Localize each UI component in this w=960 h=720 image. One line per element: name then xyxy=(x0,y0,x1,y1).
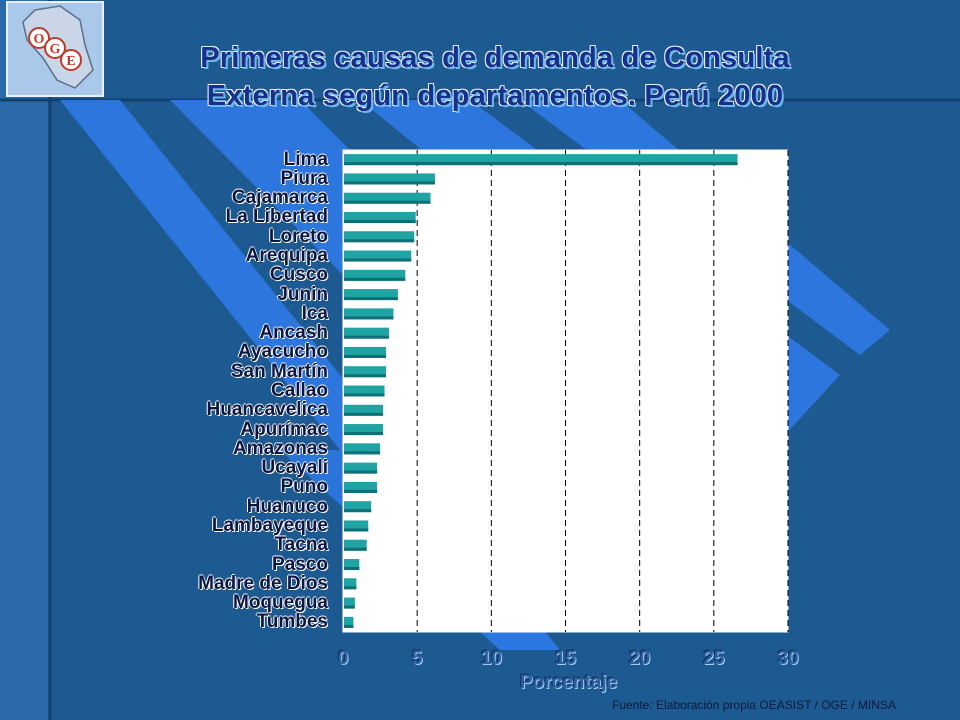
category-label: Amazonas xyxy=(232,437,328,459)
bar-shade xyxy=(344,586,357,590)
x-tick-label: 0 xyxy=(337,648,349,669)
bar-shade xyxy=(344,393,385,397)
bar-shade xyxy=(344,200,431,204)
logo-letter-e: E xyxy=(66,54,75,69)
category-label: Ancash xyxy=(259,322,328,344)
slide-title-line-2: Externa según departamentos. Perú 2000 xyxy=(206,80,784,112)
bar xyxy=(344,520,369,532)
gridlines xyxy=(416,150,789,632)
bar-shade xyxy=(344,258,412,262)
bar-shade xyxy=(344,316,394,320)
bar-shade xyxy=(344,297,398,301)
category-label: Madre de Dios xyxy=(198,572,328,594)
bar-shade xyxy=(344,239,415,243)
category-label: Callao xyxy=(270,380,328,401)
bar xyxy=(344,154,738,166)
peru-map-logo-icon: O G E xyxy=(6,1,104,97)
bar-shade xyxy=(344,162,738,166)
bar xyxy=(344,424,384,436)
x-tick-label: 30 xyxy=(777,648,799,669)
bar-shade xyxy=(344,470,378,474)
bars xyxy=(344,154,738,628)
bar-shade xyxy=(344,374,387,378)
category-label: La Libertad xyxy=(225,206,328,228)
x-tick-label: 15 xyxy=(554,648,577,669)
x-tick-label: 20 xyxy=(629,648,651,669)
source-note: Fuente: Elaboración propia OEASIST / OGE… xyxy=(612,698,896,712)
bar-shade xyxy=(344,412,384,416)
slide-title-line-1: Primeras causas de demanda de Consulta xyxy=(200,42,790,74)
bar xyxy=(344,597,355,609)
category-label: Loreto xyxy=(268,225,328,247)
bar xyxy=(344,289,398,301)
logo-letter-g: G xyxy=(50,42,61,57)
bar xyxy=(344,366,387,378)
bar xyxy=(344,501,372,513)
bar-shade xyxy=(344,624,354,628)
bar xyxy=(344,269,406,281)
category-label: Junin xyxy=(277,283,328,305)
category-label: Tumbes xyxy=(256,611,328,633)
bar xyxy=(344,616,354,628)
category-label: Cajamarca xyxy=(231,187,328,209)
bar-shade xyxy=(344,509,372,513)
bar-shade xyxy=(344,354,387,358)
bar xyxy=(344,404,384,416)
category-label: Ica xyxy=(301,302,328,324)
category-label: Cusco xyxy=(269,264,328,286)
bar-shade xyxy=(344,181,435,185)
bar-shade xyxy=(344,219,416,223)
bar-shade xyxy=(344,528,369,532)
bar xyxy=(344,327,389,339)
bar xyxy=(344,211,416,223)
category-label: Piura xyxy=(280,167,328,189)
bar xyxy=(344,559,360,571)
bar-shade xyxy=(344,489,378,493)
bar-shade xyxy=(344,605,355,609)
bar xyxy=(344,346,387,358)
category-label: Pasco xyxy=(272,553,328,575)
bar xyxy=(344,443,381,455)
bar xyxy=(344,308,394,320)
category-label: Lima xyxy=(283,148,328,170)
x-axis-label: Porcentaje xyxy=(520,672,618,693)
bar xyxy=(344,173,435,185)
bar-shade xyxy=(344,335,389,339)
category-label: Apurímac xyxy=(240,418,328,440)
category-label: Lambayeque xyxy=(211,514,328,536)
category-label: Huanuco xyxy=(246,495,328,517)
bar-shade xyxy=(344,547,367,551)
bar xyxy=(344,192,431,204)
category-label: Ucayali xyxy=(261,457,328,479)
bar-shade xyxy=(344,432,384,436)
x-tick-label: 5 xyxy=(411,648,423,669)
logo-letter-o: O xyxy=(34,32,45,47)
x-tick-label: 25 xyxy=(703,648,725,669)
category-label: San Martín xyxy=(230,360,328,382)
category-label: Huancavelica xyxy=(206,399,328,421)
bar xyxy=(344,462,378,474)
category-label: Tacna xyxy=(274,534,328,556)
category-label: Ayacucho xyxy=(237,341,328,363)
x-tick-label: 10 xyxy=(480,648,502,669)
bar-shade xyxy=(344,567,360,571)
bar xyxy=(344,539,367,551)
bar xyxy=(344,250,412,262)
bar xyxy=(344,481,378,493)
bar xyxy=(344,231,415,243)
bar xyxy=(344,578,357,590)
category-label: Arequipa xyxy=(245,245,328,267)
category-label: Puno xyxy=(280,476,329,498)
bar xyxy=(344,385,385,397)
bar-shade xyxy=(344,277,406,281)
bar-shade xyxy=(344,451,381,455)
category-label: Moquegua xyxy=(233,592,328,614)
